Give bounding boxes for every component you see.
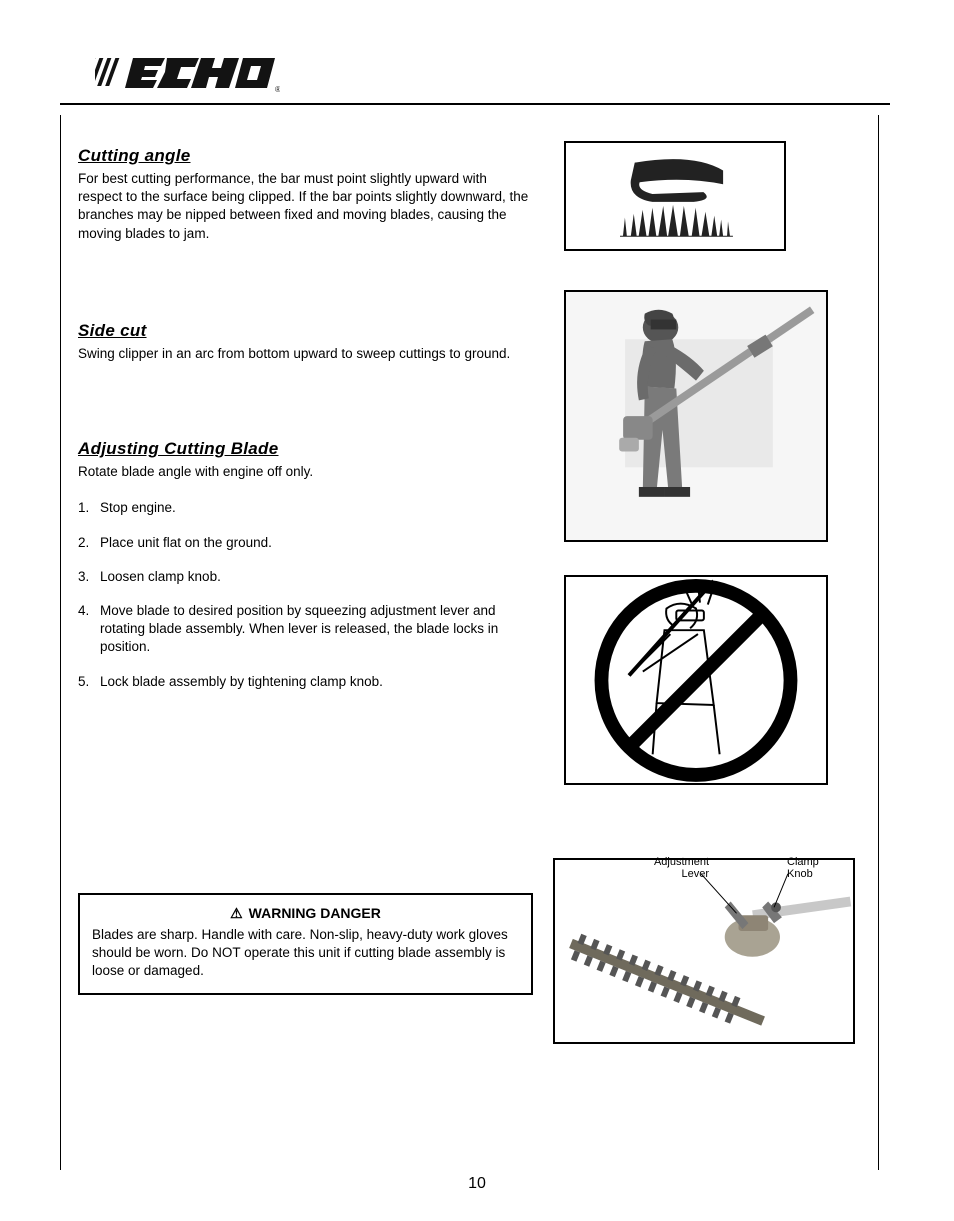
figure-blade-adjustment: Adjustment Lever Clamp Knob [553, 858, 855, 1044]
page-number: 10 [0, 1175, 954, 1193]
list-item-text: Place unit flat on the ground. [100, 534, 272, 552]
adjust-list: Rotate blade angle with engine off only.… [78, 463, 533, 691]
figure-overhead-prohibited [564, 575, 828, 785]
callout-clamp-knob: Clamp Knob [787, 856, 819, 880]
warning-box: WARNING DANGER Blades are sharp. Handle … [78, 893, 533, 995]
callout-text: Adjustment Lever [654, 856, 709, 880]
body-side-cut: Swing clipper in an arc from bottom upwa… [78, 345, 533, 363]
content-right-rule [878, 115, 879, 1170]
content-left-rule [60, 115, 61, 1170]
brand-logo: ® [95, 48, 280, 98]
list-item-text: Loosen clamp knob. [100, 568, 221, 586]
content-column: Cutting angle For best cutting performan… [78, 140, 533, 995]
svg-text:®: ® [275, 85, 280, 94]
list-item-text: Lock blade assembly by tightening clamp … [100, 673, 383, 691]
list-item-text: Stop engine. [100, 499, 176, 517]
heading-adjusting-blade: Adjusting Cutting Blade [78, 439, 533, 459]
adjust-intro: Rotate blade angle with engine off only. [78, 463, 533, 481]
figure-side-cut [564, 290, 828, 542]
heading-side-cut: Side cut [78, 321, 533, 341]
callout-adjustment-lever: Adjustment Lever [651, 856, 709, 880]
warning-heading: WARNING DANGER [92, 905, 519, 922]
figure-cutting-angle-icon [564, 141, 786, 251]
heading-cutting-angle: Cutting angle [78, 146, 533, 166]
list-item-text: Move blade to desired position by squeez… [100, 602, 533, 657]
body-cutting-angle: For best cutting performance, the bar mu… [78, 170, 533, 243]
list-item: 4.Move blade to desired position by sque… [78, 602, 533, 657]
list-item: 3.Loosen clamp knob. [78, 568, 533, 586]
callout-text: Clamp Knob [787, 856, 819, 880]
warning-body: Blades are sharp. Handle with care. Non-… [92, 926, 519, 981]
page: ® Cutting angle For best cutting perform… [0, 0, 954, 1221]
list-item: 2.Place unit flat on the ground. [78, 534, 533, 552]
list-item: 5.Lock blade assembly by tightening clam… [78, 673, 533, 691]
header-rule [60, 103, 890, 105]
list-item: 1.Stop engine. [78, 499, 533, 517]
